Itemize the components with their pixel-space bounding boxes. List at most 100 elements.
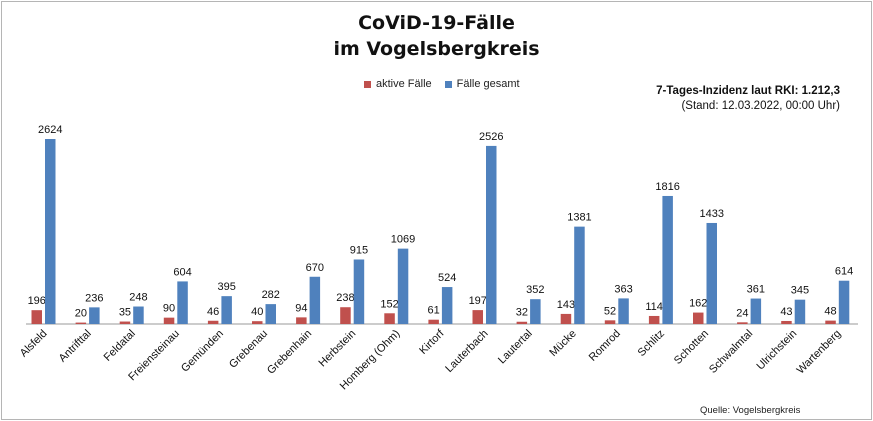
category-label-2: Feldatal xyxy=(102,328,138,364)
label-active-14: 114 xyxy=(645,301,663,313)
category-label-4: Gemünden xyxy=(179,328,226,375)
label-active-7: 238 xyxy=(336,292,354,304)
legend-swatch-active xyxy=(364,80,371,88)
bar-total-4 xyxy=(221,296,232,324)
category-label-10: Lauterbach xyxy=(443,328,490,375)
label-total-15: 1433 xyxy=(700,208,724,220)
label-total-11: 352 xyxy=(526,284,544,296)
bar-active-18 xyxy=(825,320,836,324)
label-active-6: 94 xyxy=(295,302,307,314)
bar-total-13 xyxy=(618,298,629,324)
bar-active-4 xyxy=(207,320,219,324)
bar-active-17 xyxy=(781,320,792,324)
category-label-9: Kirtorf xyxy=(417,327,447,357)
legend-label-total: Fälle gesamt xyxy=(456,78,520,90)
label-active-13: 52 xyxy=(604,305,616,317)
bar-total-3 xyxy=(177,281,188,324)
label-total-10: 2526 xyxy=(479,131,503,143)
bar-active-10 xyxy=(472,310,483,324)
bar-active-6 xyxy=(296,317,307,324)
bar-active-7 xyxy=(340,307,351,324)
label-total-4: 395 xyxy=(217,281,235,293)
chart-subtitle: im Vogelsbergkreis xyxy=(333,38,540,60)
label-total-2: 248 xyxy=(129,292,147,304)
bar-total-14 xyxy=(662,195,673,324)
category-label-13: Romrod xyxy=(587,328,623,364)
bar-total-12 xyxy=(574,226,585,324)
category-label-5: Grebenau xyxy=(227,328,270,371)
bar-total-11 xyxy=(530,299,541,324)
bar-active-0 xyxy=(31,310,42,324)
bar-active-11 xyxy=(516,321,528,324)
label-active-18: 48 xyxy=(824,306,836,318)
bar-active-5 xyxy=(252,321,263,324)
category-label-1: Antrifttal xyxy=(57,328,94,365)
incidence-date: (Stand: 12.03.2022, 00:00 Uhr) xyxy=(681,100,840,112)
label-active-17: 43 xyxy=(780,306,792,318)
label-total-0: 2624 xyxy=(38,124,62,136)
label-active-16: 24 xyxy=(736,307,748,319)
bar-active-3 xyxy=(163,317,175,324)
category-label-16: Schwalmtal xyxy=(707,328,755,376)
label-active-8: 152 xyxy=(380,298,398,310)
bar-active-14 xyxy=(648,315,660,324)
label-total-3: 604 xyxy=(173,266,191,278)
source-note: Quelle: Vogelsbergkreis xyxy=(700,405,801,416)
label-active-5: 40 xyxy=(251,306,263,318)
label-active-1: 20 xyxy=(75,308,87,320)
bar-total-7 xyxy=(353,259,365,324)
category-label-17: Ulrichstein xyxy=(755,328,800,373)
label-total-14: 1816 xyxy=(655,181,679,193)
bar-active-13 xyxy=(604,320,616,324)
incidence-value: 7-Tages-Inzidenz laut RKI: 1.212,3 xyxy=(656,85,840,97)
category-label-15: Schotten xyxy=(672,328,711,367)
incidence-annotation: 7-Tages-Inzidenz laut RKI: 1.212,3 (Stan… xyxy=(656,84,840,114)
label-active-0: 196 xyxy=(28,295,46,307)
category-label-7: Herbstein xyxy=(317,328,359,370)
bar-total-15 xyxy=(706,222,717,324)
label-active-10: 197 xyxy=(469,295,487,307)
category-label-11: Lautertal xyxy=(496,328,535,367)
bar-active-16 xyxy=(737,322,748,324)
bar-active-2 xyxy=(119,321,131,324)
bar-active-1 xyxy=(75,322,87,324)
bar-active-9 xyxy=(428,319,439,324)
legend-item-active: aktive Fälle xyxy=(364,78,432,90)
label-active-3: 90 xyxy=(163,303,175,315)
bar-total-0 xyxy=(45,139,56,324)
category-label-6: Grebenhain xyxy=(265,328,314,377)
chart-title: CoViD-19-Fälle xyxy=(358,12,515,34)
label-total-17: 345 xyxy=(791,285,809,297)
label-total-16: 361 xyxy=(747,284,765,296)
label-total-13: 363 xyxy=(614,283,632,295)
bar-total-16 xyxy=(750,298,762,324)
legend-swatch-total xyxy=(444,80,452,88)
legend: aktive Fälle Fälle gesamt xyxy=(364,78,533,90)
label-active-4: 46 xyxy=(207,306,219,318)
bar-total-6 xyxy=(309,276,321,324)
category-label-12: Mücke xyxy=(547,328,578,359)
bar-total-17 xyxy=(794,299,806,324)
bar-active-15 xyxy=(693,312,704,324)
label-active-2: 35 xyxy=(119,307,131,319)
category-label-0: Alsfeld xyxy=(18,328,50,360)
bar-total-2 xyxy=(133,306,144,324)
label-active-11: 32 xyxy=(516,307,528,319)
bar-total-1 xyxy=(89,307,100,324)
label-active-12: 143 xyxy=(557,299,575,311)
label-total-18: 614 xyxy=(835,266,853,278)
label-active-9: 61 xyxy=(428,305,440,317)
label-total-12: 1381 xyxy=(567,212,591,224)
category-label-18: Wartenberg xyxy=(795,328,844,377)
category-label-14: Schlitz xyxy=(636,328,667,359)
label-total-9: 524 xyxy=(438,272,456,284)
bar-total-10 xyxy=(486,145,497,324)
bar-total-9 xyxy=(441,287,453,324)
legend-label-active: aktive Fälle xyxy=(376,78,432,90)
label-total-6: 670 xyxy=(306,262,324,274)
label-active-15: 162 xyxy=(689,298,707,310)
bar-total-18 xyxy=(838,280,850,324)
bar-total-5 xyxy=(265,304,276,324)
